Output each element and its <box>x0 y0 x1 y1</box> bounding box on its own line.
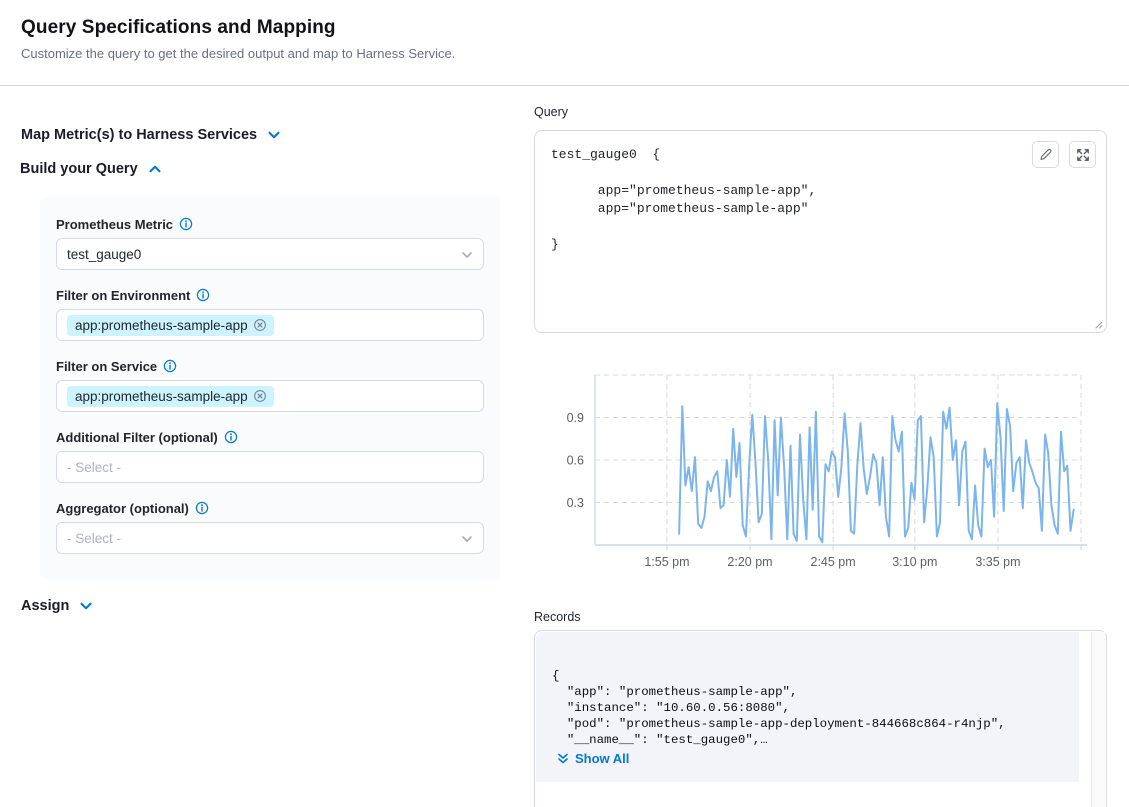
page-subtitle: Customize the query to get the desired o… <box>21 46 456 61</box>
resize-grip-icon[interactable] <box>1093 319 1103 329</box>
query-toolbar <box>1032 141 1096 168</box>
svg-text:0.6: 0.6 <box>567 454 584 468</box>
double-chevron-down-icon <box>557 752 569 765</box>
aggregator-label: Aggregator (optional) <box>56 500 484 516</box>
prometheus-metric-select[interactable]: test_gauge0 <box>56 238 484 270</box>
query-section-label: Query <box>534 105 569 119</box>
query-text: test_gauge0 { app="prometheus-sample-app… <box>551 147 817 252</box>
svg-text:3:10 pm: 3:10 pm <box>892 555 937 569</box>
build-query-panel: Prometheus Metric test_gauge0 Filter on … <box>40 196 500 580</box>
chevron-down-icon <box>461 533 473 545</box>
section-build-query[interactable]: Build your Query <box>20 161 162 177</box>
close-circle-icon[interactable] <box>253 318 267 332</box>
record-json: { "app": "prometheus-sample-app", "insta… <box>552 669 1006 747</box>
field-additional-filter: Additional Filter (optional) - Select - <box>56 429 484 483</box>
record-card: { "app": "prometheus-sample-app", "insta… <box>536 632 1079 782</box>
section-build-query-label: Build your Query <box>20 161 138 177</box>
expand-query-button[interactable] <box>1069 141 1096 168</box>
info-circle-icon[interactable] <box>195 501 209 515</box>
section-map-metrics[interactable]: Map Metric(s) to Harness Services <box>21 127 281 143</box>
show-all-link[interactable]: Show All <box>557 751 629 766</box>
chevron-down-icon <box>79 599 93 613</box>
field-aggregator: Aggregator (optional) - Select - <box>56 500 484 554</box>
section-assign-label: Assign <box>21 598 70 614</box>
additional-filter-input[interactable]: - Select - <box>56 451 484 483</box>
field-filter-service: Filter on Service app:prometheus-sample-… <box>56 358 484 412</box>
field-filter-environment: Filter on Environment app:prometheus-sam… <box>56 287 484 341</box>
edit-query-button[interactable] <box>1032 141 1059 168</box>
page-header: Query Specifications and Mapping Customi… <box>0 0 1129 86</box>
service-filter-tag: app:prometheus-sample-app <box>67 385 274 407</box>
info-circle-icon[interactable] <box>179 217 193 231</box>
svg-text:2:20 pm: 2:20 pm <box>727 555 772 569</box>
filter-service-label: Filter on Service <box>56 358 484 374</box>
svg-text:0.3: 0.3 <box>567 496 584 510</box>
expand-icon <box>1076 148 1090 162</box>
records-scrollbar[interactable] <box>1091 632 1105 807</box>
svg-text:3:35 pm: 3:35 pm <box>975 555 1020 569</box>
svg-text:0.9: 0.9 <box>567 411 584 425</box>
section-map-metrics-label: Map Metric(s) to Harness Services <box>21 127 258 143</box>
environment-filter-tag: app:prometheus-sample-app <box>67 314 274 336</box>
pencil-icon <box>1038 147 1053 162</box>
chevron-up-icon <box>148 162 162 176</box>
info-circle-icon[interactable] <box>163 359 177 373</box>
svg-text:1:55 pm: 1:55 pm <box>644 555 689 569</box>
info-circle-icon[interactable] <box>224 430 238 444</box>
prometheus-metric-label: Prometheus Metric <box>56 216 484 232</box>
filter-environment-label: Filter on Environment <box>56 287 484 303</box>
svg-text:2:45 pm: 2:45 pm <box>811 555 856 569</box>
timeseries-chart: 1:55 pm 2:20 pm 2:45 pm 3:10 pm 3:35 pm 0.3 0.… <box>534 366 1107 576</box>
close-circle-icon[interactable] <box>253 389 267 403</box>
filter-service-input[interactable]: app:prometheus-sample-app <box>56 380 484 412</box>
section-assign[interactable]: Assign <box>21 598 93 614</box>
query-editor: test_gauge0 { app="prometheus-sample-app… <box>534 130 1107 333</box>
chevron-down-icon <box>461 249 473 261</box>
records-panel: { "app": "prometheus-sample-app", "insta… <box>534 630 1107 807</box>
field-prometheus-metric: Prometheus Metric test_gauge0 <box>56 216 484 270</box>
filter-environment-input[interactable]: app:prometheus-sample-app <box>56 309 484 341</box>
records-section-label: Records <box>534 610 581 624</box>
info-circle-icon[interactable] <box>196 288 210 302</box>
additional-filter-label: Additional Filter (optional) <box>56 429 484 445</box>
chevron-down-icon <box>267 128 281 142</box>
page-title: Query Specifications and Mapping <box>21 17 336 38</box>
aggregator-select[interactable]: - Select - <box>56 522 484 554</box>
